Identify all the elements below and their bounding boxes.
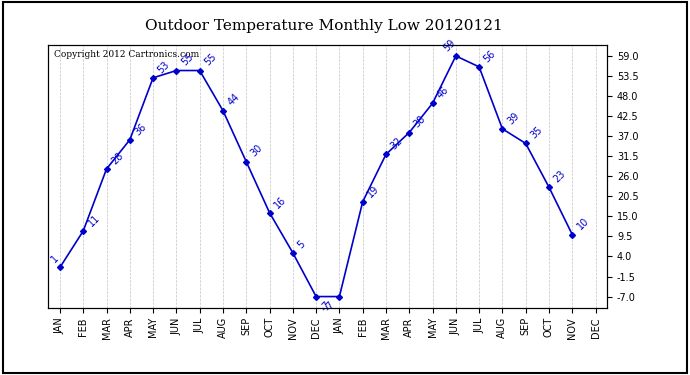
Text: -7: -7 xyxy=(319,299,333,313)
Text: 23: 23 xyxy=(552,169,568,184)
Text: -7: -7 xyxy=(323,299,337,313)
Text: 11: 11 xyxy=(86,212,101,228)
Text: 38: 38 xyxy=(412,114,428,130)
Text: 56: 56 xyxy=(482,48,497,64)
Text: 16: 16 xyxy=(273,194,288,210)
Text: 5: 5 xyxy=(295,238,307,250)
Text: 19: 19 xyxy=(366,183,381,199)
Text: Copyright 2012 Cartronics.com: Copyright 2012 Cartronics.com xyxy=(54,50,199,59)
Text: 35: 35 xyxy=(529,125,544,141)
Text: 46: 46 xyxy=(435,85,451,100)
Text: 55: 55 xyxy=(202,52,218,68)
Text: Outdoor Temperature Monthly Low 20120121: Outdoor Temperature Monthly Low 20120121 xyxy=(146,19,503,33)
Text: 59: 59 xyxy=(442,38,457,53)
Text: 32: 32 xyxy=(388,136,404,152)
Text: 28: 28 xyxy=(109,150,125,166)
Text: 44: 44 xyxy=(226,92,241,108)
Text: 10: 10 xyxy=(575,216,591,232)
Text: 1: 1 xyxy=(49,253,60,265)
Text: 39: 39 xyxy=(505,110,521,126)
Text: 55: 55 xyxy=(179,52,195,68)
Text: 30: 30 xyxy=(249,143,265,159)
Text: 53: 53 xyxy=(156,59,172,75)
Text: 36: 36 xyxy=(132,121,148,137)
